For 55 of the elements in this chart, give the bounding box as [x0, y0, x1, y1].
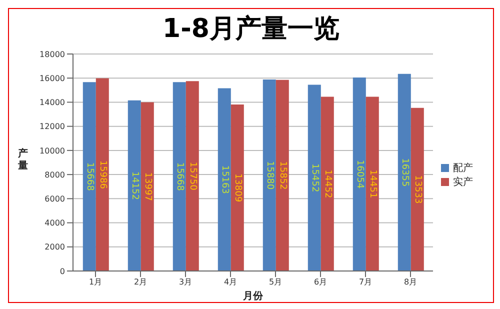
y-tick-label: 8000	[44, 170, 65, 180]
data-label: 14152	[129, 171, 140, 200]
data-label: 15452	[309, 164, 320, 192]
bar	[352, 77, 366, 271]
bar	[308, 84, 321, 271]
bar	[186, 81, 199, 271]
y-tick-label: 18000	[40, 50, 65, 59]
x-tick-label: 4月	[224, 278, 238, 287]
x-tick-label: 6月	[314, 278, 328, 287]
bar	[96, 78, 109, 271]
data-label: 15852	[277, 161, 288, 190]
bar	[276, 80, 289, 271]
y-tick-label: 2000	[44, 242, 65, 252]
bar	[172, 82, 186, 271]
data-label: 15163	[219, 165, 230, 194]
data-label: 13809	[232, 173, 242, 202]
data-label: 15986	[97, 160, 108, 190]
y-axis-title: 产量	[17, 148, 28, 172]
y-tick-label: 12000	[40, 122, 65, 132]
y-tick-label: 6000	[44, 194, 65, 204]
legend-label: 配产	[453, 163, 473, 174]
y-tick-label: 16000	[40, 74, 65, 83]
x-axis-title: 月份	[242, 290, 264, 302]
bar	[82, 82, 96, 271]
data-label: 14451	[367, 170, 378, 198]
legend-label: 实产	[453, 177, 473, 188]
data-label: 15750	[187, 162, 198, 191]
x-tick-label: 2月	[134, 278, 148, 287]
x-tick-label: 3月	[178, 278, 192, 287]
data-label: 13997	[142, 172, 152, 201]
data-label: 15880	[264, 160, 274, 190]
data-label: 16054	[354, 160, 364, 189]
chart-title: 1-8月产量一览	[162, 13, 340, 46]
x-tick-label: 1月	[88, 278, 102, 287]
y-tick-label: 14000	[40, 98, 65, 108]
bar	[410, 108, 424, 271]
bar	[230, 104, 244, 271]
bar	[320, 96, 334, 271]
x-tick-label: 5月	[268, 278, 282, 287]
y-tick-label: 0	[60, 266, 65, 276]
data-label: 13533	[412, 175, 422, 204]
x-tick-label: 8月	[404, 278, 418, 287]
bar	[366, 96, 379, 271]
data-label: 15668	[84, 162, 94, 192]
bar	[262, 80, 276, 271]
data-label: 16355	[399, 158, 410, 187]
y-tick-label: 10000	[40, 146, 65, 156]
bar	[218, 88, 231, 271]
data-label: 14452	[322, 170, 332, 198]
bar	[140, 102, 154, 271]
data-label: 15668	[174, 162, 184, 192]
bar	[398, 74, 411, 271]
x-tick-label: 7月	[358, 278, 372, 287]
bar	[128, 100, 141, 271]
y-tick-label: 4000	[44, 218, 65, 228]
